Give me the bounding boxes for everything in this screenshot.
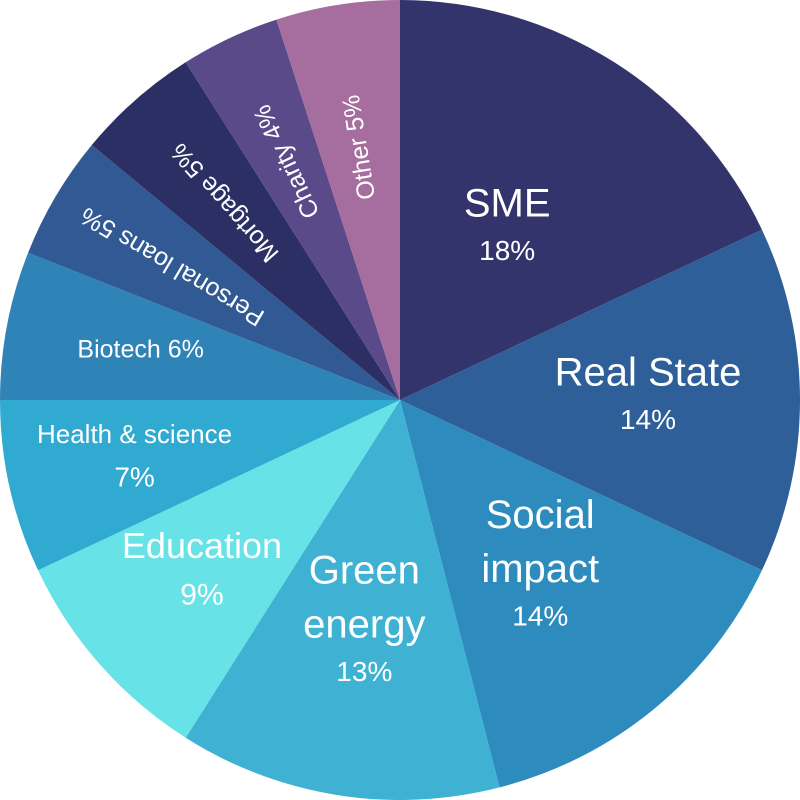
slice-value-education: 9% <box>180 579 223 612</box>
pie-slice-personal-loans <box>28 145 400 400</box>
pie-slice-education <box>38 400 400 738</box>
slice-value-sme: 18% <box>479 235 535 266</box>
pie-slice-green-energy <box>185 400 500 800</box>
slice-value-other: 5% <box>336 93 370 140</box>
slice-name-real-state: Real State <box>555 350 742 394</box>
slice-value-health-science: 7% <box>114 461 154 492</box>
slice-label-real-state: Real State 14% <box>555 350 742 434</box>
pie-slice-other <box>276 0 400 400</box>
slice-value-green-energy: 13% <box>336 656 392 687</box>
pie-slice-biotech <box>0 252 400 400</box>
pie-slice-real-state <box>400 229 800 571</box>
pie-slice-social-impact <box>400 400 762 788</box>
slice-label-biotech: Biotech 6% <box>77 335 203 363</box>
slice-value-biotech: 6% <box>161 335 204 363</box>
slice-label-health-science: Health & science 7% <box>37 419 232 492</box>
pie-slice-health-science <box>0 400 400 571</box>
pie-slice-charity <box>185 19 400 400</box>
slice-name-sme: SME <box>464 182 551 226</box>
svg-text:Biotech 6%: Biotech 6% <box>77 335 203 363</box>
slice-label-sme: SME 18% <box>464 182 551 266</box>
slice-name-green-energy: Green energy <box>303 549 425 647</box>
slice-name-biotech: Biotech <box>77 335 160 363</box>
slice-label-education: Education 9% <box>122 525 282 612</box>
pie-slice-mortgage <box>91 62 400 400</box>
slice-value-real-state: 14% <box>620 404 676 435</box>
pie-slice-sme <box>400 0 762 400</box>
slice-label-green-energy: Green energy 13% <box>303 549 425 687</box>
slice-name-social-impact: Social impact <box>481 493 599 591</box>
slice-value-social-impact: 14% <box>512 600 568 631</box>
slice-label-social-impact: Social impact 14% <box>481 493 599 631</box>
slice-name-health-science: Health & science <box>37 419 232 449</box>
slice-name-education: Education <box>122 525 282 566</box>
